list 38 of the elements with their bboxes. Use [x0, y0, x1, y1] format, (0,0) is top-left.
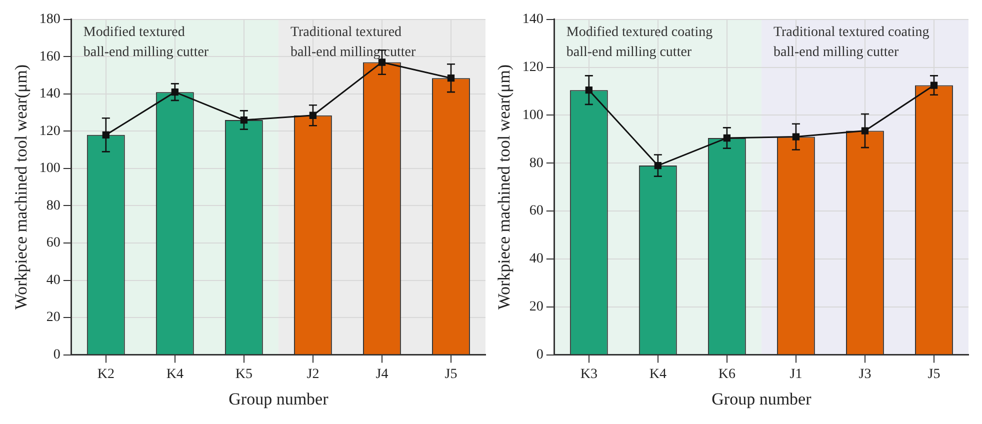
band-label: Traditional textured coating ball-end milling cutter: [773, 25, 930, 60]
x-tick-label: K5: [235, 366, 253, 382]
y-axis-title: Workpiece machined tool wear(μm): [12, 64, 31, 310]
x-tick-label: J4: [376, 366, 388, 382]
y-tick-label: 180: [39, 12, 60, 28]
y-tick-label: 20: [46, 310, 60, 326]
y-tick-label: 40: [46, 272, 60, 288]
x-tick-label: J5: [444, 366, 458, 382]
x-tick-label: J3: [858, 366, 872, 382]
x-axis-title: Group number: [228, 389, 329, 408]
y-tick-label: 60: [529, 204, 544, 219]
x-tick-label: K4: [166, 366, 184, 382]
y-tick-label: 60: [46, 236, 60, 251]
x-tick-label: K2: [97, 366, 114, 382]
x-tick-label: K3: [580, 366, 598, 382]
y-tick-label: 160: [39, 49, 60, 64]
y-tick-label: 80: [529, 156, 544, 171]
x-tick-label: K6: [718, 366, 736, 382]
y-tick-label: 100: [522, 108, 544, 123]
y-tick-label: 120: [39, 124, 60, 139]
y-tick-label: 40: [529, 252, 544, 267]
y-tick-label: 120: [522, 60, 544, 75]
x-tick-label: J2: [306, 366, 320, 382]
y-axis-title: Workpiece machined tool wear(μm): [494, 64, 514, 310]
y-tick-label: 140: [39, 86, 60, 102]
y-tick-label: 0: [53, 347, 60, 362]
y-tick-label: 140: [522, 12, 544, 28]
band-label: Modified textured ball-end milling cutter: [83, 25, 209, 60]
band-label: Traditional textured ball-end milling cutter: [290, 25, 416, 60]
y-tick-label: 0: [536, 347, 544, 362]
y-tick-label: 20: [529, 300, 544, 315]
x-axis-title: Group number: [712, 389, 812, 408]
x-tick-label: J1: [790, 366, 802, 382]
band-label: Modified textured coating ball-end milling cutter: [566, 25, 713, 60]
y-tick-label: 80: [46, 198, 60, 214]
x-tick-label: K4: [649, 366, 666, 382]
y-tick-label: 100: [39, 161, 60, 176]
x-tick-label: J5: [928, 366, 940, 382]
